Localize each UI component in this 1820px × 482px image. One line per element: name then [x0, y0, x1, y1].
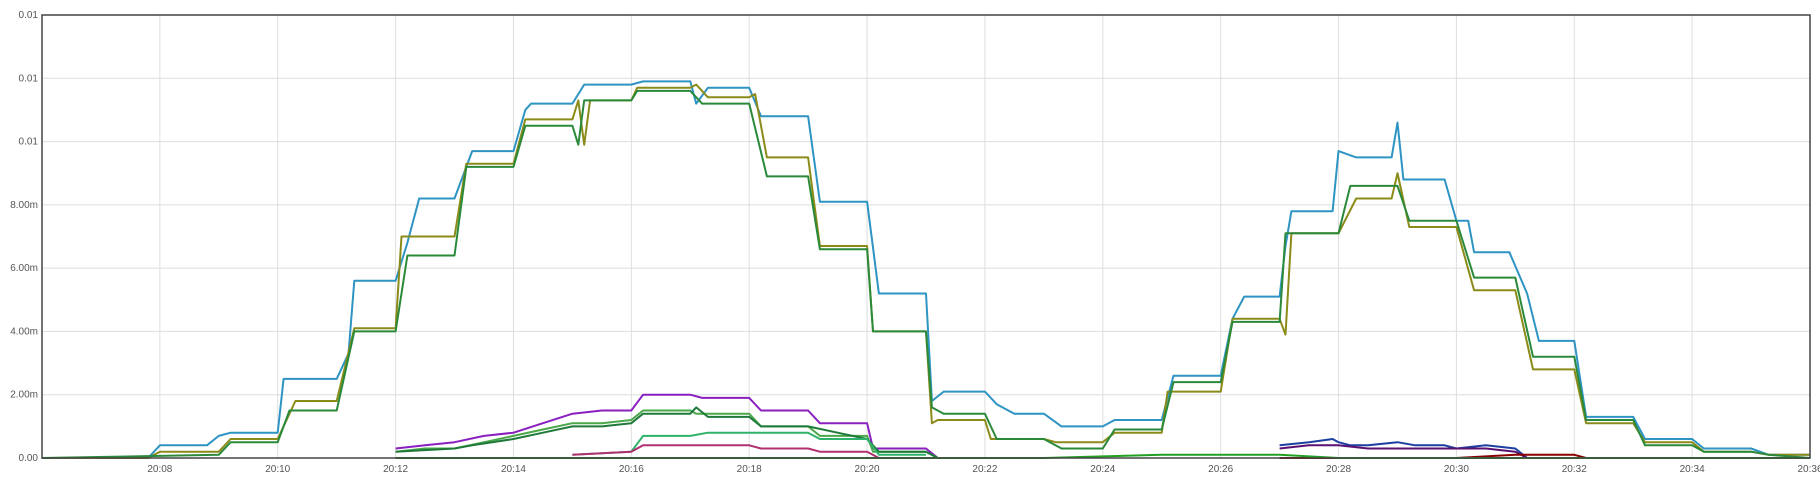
y-tick-label: 0.01	[19, 10, 39, 21]
grid-layer	[42, 14, 1811, 459]
x-tick-label: 20:12	[383, 464, 408, 475]
x-tick-label: 20:10	[265, 464, 290, 475]
x-tick-label: 20:22	[972, 464, 997, 475]
y-tick-label: 0.01	[19, 73, 39, 84]
y-tick-label: 0.00	[19, 453, 39, 464]
series-line-6	[395, 406, 939, 459]
series-line-2	[42, 83, 1810, 459]
y-tick-label: 2.00m	[10, 390, 38, 401]
y-tick-label: 6.00m	[10, 263, 38, 274]
x-tick-label: 20:26	[1208, 464, 1233, 475]
series-line-5	[395, 409, 939, 459]
series-line-1	[42, 80, 1810, 459]
x-tick-label: 20:18	[737, 464, 762, 475]
series-line-4	[395, 393, 939, 459]
series-layer	[41, 80, 1811, 459]
x-tick-label: 20:36	[1797, 464, 1820, 475]
series-line-8	[572, 444, 880, 459]
y-tick-label: 8.00m	[10, 200, 38, 211]
x-tick-label: 20:16	[619, 464, 644, 475]
series-line-10	[1279, 444, 1528, 459]
y-tick-label: 4.00m	[10, 326, 38, 337]
axis-layer: 20:08 20:10 20:12 20:14 20:16 20:18 20:20 20:22…	[10, 10, 1820, 475]
x-tick-label: 20:34	[1680, 464, 1705, 475]
series-line-9	[1279, 438, 1528, 459]
x-tick-label: 20:30	[1444, 464, 1469, 475]
y-tick-label: 0.01	[19, 137, 39, 148]
plot-frame	[41, 14, 1811, 459]
series-line-3	[41, 89, 1811, 459]
series-line-7	[572, 431, 926, 456]
x-tick-label: 20:14	[501, 464, 526, 475]
x-tick-label: 20:32	[1562, 464, 1587, 475]
x-tick-label: 20:24	[1090, 464, 1115, 475]
x-tick-label: 20:20	[855, 464, 880, 475]
x-tick-label: 20:08	[147, 464, 172, 475]
x-tick-label: 20:28	[1326, 464, 1351, 475]
